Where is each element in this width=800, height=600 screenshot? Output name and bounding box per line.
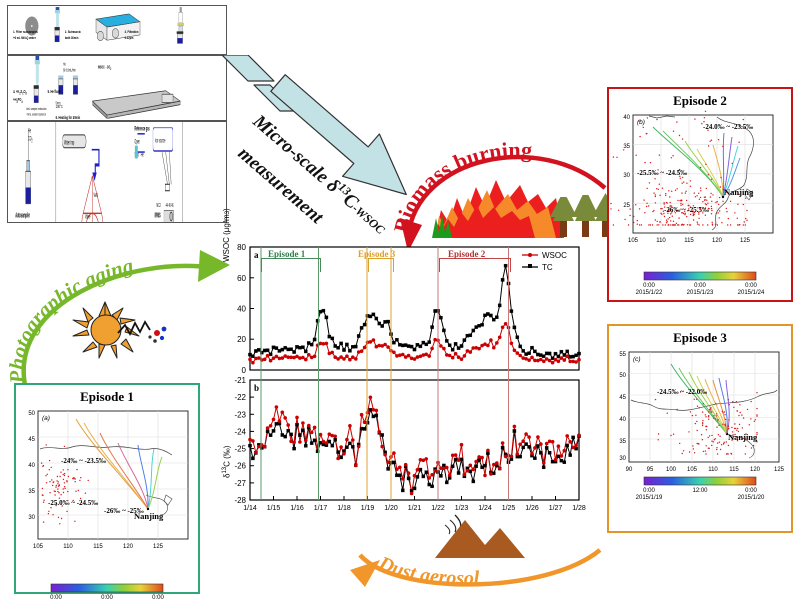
svg-text:1/19: 1/19 — [361, 505, 375, 512]
svg-text:95: 95 — [647, 467, 654, 473]
svg-text:-24.5‰ ~ -22.0‰: -24.5‰ ~ -22.0‰ — [657, 388, 707, 396]
svg-text:40: 40 — [619, 417, 626, 423]
svg-text:(a): (a) — [42, 415, 50, 422]
svg-text:110: 110 — [656, 238, 666, 244]
svg-text:-27: -27 — [234, 479, 246, 488]
svg-text:110: 110 — [63, 544, 73, 550]
svg-text:2015/1/24: 2015/1/24 — [738, 290, 765, 296]
svg-text:-25.0‰ ~ -24.5‰: -25.0‰ ~ -24.5‰ — [48, 499, 98, 507]
svg-text:40: 40 — [623, 115, 630, 121]
svg-text:(c): (c) — [633, 356, 641, 363]
svg-text:2015/1/22: 2015/1/22 — [636, 290, 663, 296]
svg-text:-26‰ ~ -25‰: -26‰ ~ -25‰ — [104, 507, 144, 515]
svg-text:0:00: 0:00 — [745, 488, 757, 494]
svg-text:120: 120 — [750, 467, 761, 473]
svg-text:1/18: 1/18 — [337, 505, 351, 512]
svg-text:120: 120 — [123, 544, 134, 550]
svg-text:WSOC: WSOC — [542, 251, 567, 260]
svg-text:0:00: 0:00 — [745, 283, 757, 289]
svg-text:110: 110 — [708, 467, 718, 473]
svg-text:Water trap: Water trap — [64, 139, 74, 147]
svg-text:50: 50 — [619, 373, 626, 379]
svg-text:50: 50 — [28, 411, 35, 417]
svg-text:-25.5‰ ~ -24.5‰: -25.5‰ ~ -24.5‰ — [637, 169, 687, 177]
svg-text:0:00: 0:00 — [101, 595, 113, 600]
svg-text:1/14: 1/14 — [243, 505, 257, 512]
svg-text:40: 40 — [28, 463, 35, 469]
svg-text:Ion source: Ion source — [155, 137, 165, 145]
svg-text:30: 30 — [28, 515, 35, 521]
svg-text:-28: -28 — [234, 496, 246, 505]
svg-text:1/28: 1/28 — [572, 505, 586, 512]
svg-text:30: 30 — [619, 456, 626, 462]
svg-text:1/21: 1/21 — [408, 505, 422, 512]
svg-text:0:00: 0:00 — [152, 595, 164, 600]
svg-text:125: 125 — [153, 544, 164, 550]
svg-text:125: 125 — [740, 238, 751, 244]
svg-text:55: 55 — [619, 352, 626, 358]
svg-text:105: 105 — [687, 467, 698, 473]
svg-text:-26: -26 — [234, 462, 246, 471]
svg-text:100: 100 — [666, 467, 677, 473]
svg-text:0:00: 0:00 — [643, 488, 655, 494]
svg-text:120: 120 — [712, 238, 723, 244]
svg-text:125: 125 — [774, 467, 785, 473]
svg-text:115: 115 — [729, 467, 739, 473]
svg-text:0:00: 0:00 — [643, 283, 655, 289]
svg-text:2015/1/19: 2015/1/19 — [636, 495, 663, 501]
svg-text:-23: -23 — [234, 410, 246, 419]
svg-text:0:00: 0:00 — [50, 595, 62, 600]
svg-text:1/16: 1/16 — [290, 505, 304, 512]
svg-text:-26‰ ~ -25.5‰: -26‰ ~ -25.5‰ — [664, 206, 709, 214]
svg-text:1/17: 1/17 — [314, 505, 328, 512]
svg-text:35: 35 — [623, 144, 630, 150]
svg-text:115: 115 — [93, 544, 103, 550]
svg-text:2015/1/20: 2015/1/20 — [738, 495, 765, 501]
svg-text:45: 45 — [619, 395, 626, 401]
svg-text:115: 115 — [684, 238, 694, 244]
svg-text:-24‰ ~ -23.5‰: -24‰ ~ -23.5‰ — [61, 457, 106, 465]
svg-text:1/20: 1/20 — [384, 505, 398, 512]
svg-text:35: 35 — [619, 439, 626, 445]
svg-text:30: 30 — [623, 173, 630, 179]
svg-text:2015/1/23: 2015/1/23 — [687, 290, 714, 296]
svg-text:1/27: 1/27 — [549, 505, 563, 512]
svg-text:Valve: Valve — [85, 213, 90, 221]
svg-text:45: 45 — [28, 437, 35, 443]
svg-text:105: 105 — [628, 238, 639, 244]
svg-text:90: 90 — [626, 467, 633, 473]
svg-text:(b): (b) — [637, 119, 645, 126]
svg-text:35: 35 — [28, 489, 35, 495]
svg-text:1/15: 1/15 — [267, 505, 281, 512]
svg-text:-24: -24 — [234, 427, 246, 436]
svg-text:105: 105 — [33, 544, 44, 550]
svg-text:0: 0 — [242, 366, 247, 375]
svg-text:Nanjing: Nanjing — [724, 187, 754, 197]
svg-text:25: 25 — [623, 203, 630, 209]
svg-text:-25: -25 — [234, 445, 246, 454]
svg-text:12:00: 12:00 — [692, 488, 708, 494]
svg-text:-24.0‰ ~ -23.5‰: -24.0‰ ~ -23.5‰ — [703, 123, 753, 131]
svg-text:0:00: 0:00 — [694, 283, 706, 289]
svg-text:Vent: Vent — [93, 192, 98, 200]
svg-text:TC: TC — [542, 263, 553, 272]
